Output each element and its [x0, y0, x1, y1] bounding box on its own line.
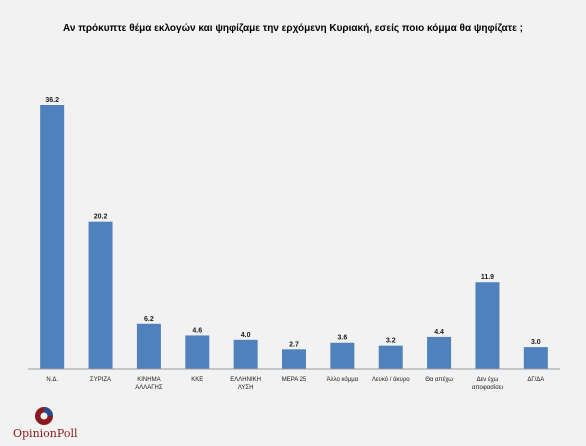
bar-3: [185, 335, 210, 369]
value-label-4: 4.0: [241, 332, 251, 339]
category-label-6: Άλλο κόμμα: [327, 376, 359, 383]
value-label-6: 3.6: [337, 335, 347, 342]
bar-4: [233, 339, 258, 369]
opinionpoll-logo: OpinionPoll: [13, 404, 133, 444]
category-label-9: Δεν έχω αποφασίσει: [472, 376, 504, 391]
category-label-2: ΚΙΝΗΜΑ ΑΛΛΑΓΗΣ: [135, 377, 163, 391]
category-label-5: ΜΕΡΑ 25: [282, 377, 307, 383]
value-label-1: 20.2: [94, 214, 108, 221]
value-label-2: 6.2: [144, 316, 154, 323]
bar-1: [88, 221, 113, 369]
category-label-3: ΚΚΕ: [191, 377, 203, 383]
value-label-5: 2.7: [289, 341, 299, 348]
logo-circle-icon: [35, 407, 53, 425]
chart-title: Αν πρόκυπτε θέμα εκλογών και ψηφίζαμε τη…: [63, 23, 523, 34]
category-label-0: Ν.Δ.: [46, 377, 58, 383]
bar-0: [40, 105, 65, 369]
value-label-7: 3.2: [386, 338, 396, 345]
logo-text: OpinionPoll: [13, 427, 78, 440]
bar-7: [378, 345, 403, 369]
category-label-4: ΕΛΛΗΝΙΚΗ ΛΥΣΗ: [230, 377, 261, 391]
value-label-10: 3.0: [531, 339, 541, 346]
category-label-8: Θα απέχω: [425, 376, 453, 383]
value-label-8: 4.4: [434, 329, 444, 336]
category-label-10: ΔΓ/ΔΑ: [527, 377, 544, 383]
value-label-3: 4.6: [192, 327, 202, 334]
value-label-9: 11.9: [481, 274, 494, 281]
bar-8: [427, 336, 452, 369]
bar-6: [330, 342, 355, 369]
bar-2: [136, 323, 161, 369]
bar-5: [282, 349, 306, 369]
category-label-7: Λευκό / άκυρο: [372, 376, 410, 383]
bar-10: [523, 347, 548, 369]
category-label-1: ΣΥΡΙΖΑ: [90, 377, 111, 383]
value-label-0: 36.2: [45, 97, 59, 104]
bar-9: [475, 282, 500, 369]
